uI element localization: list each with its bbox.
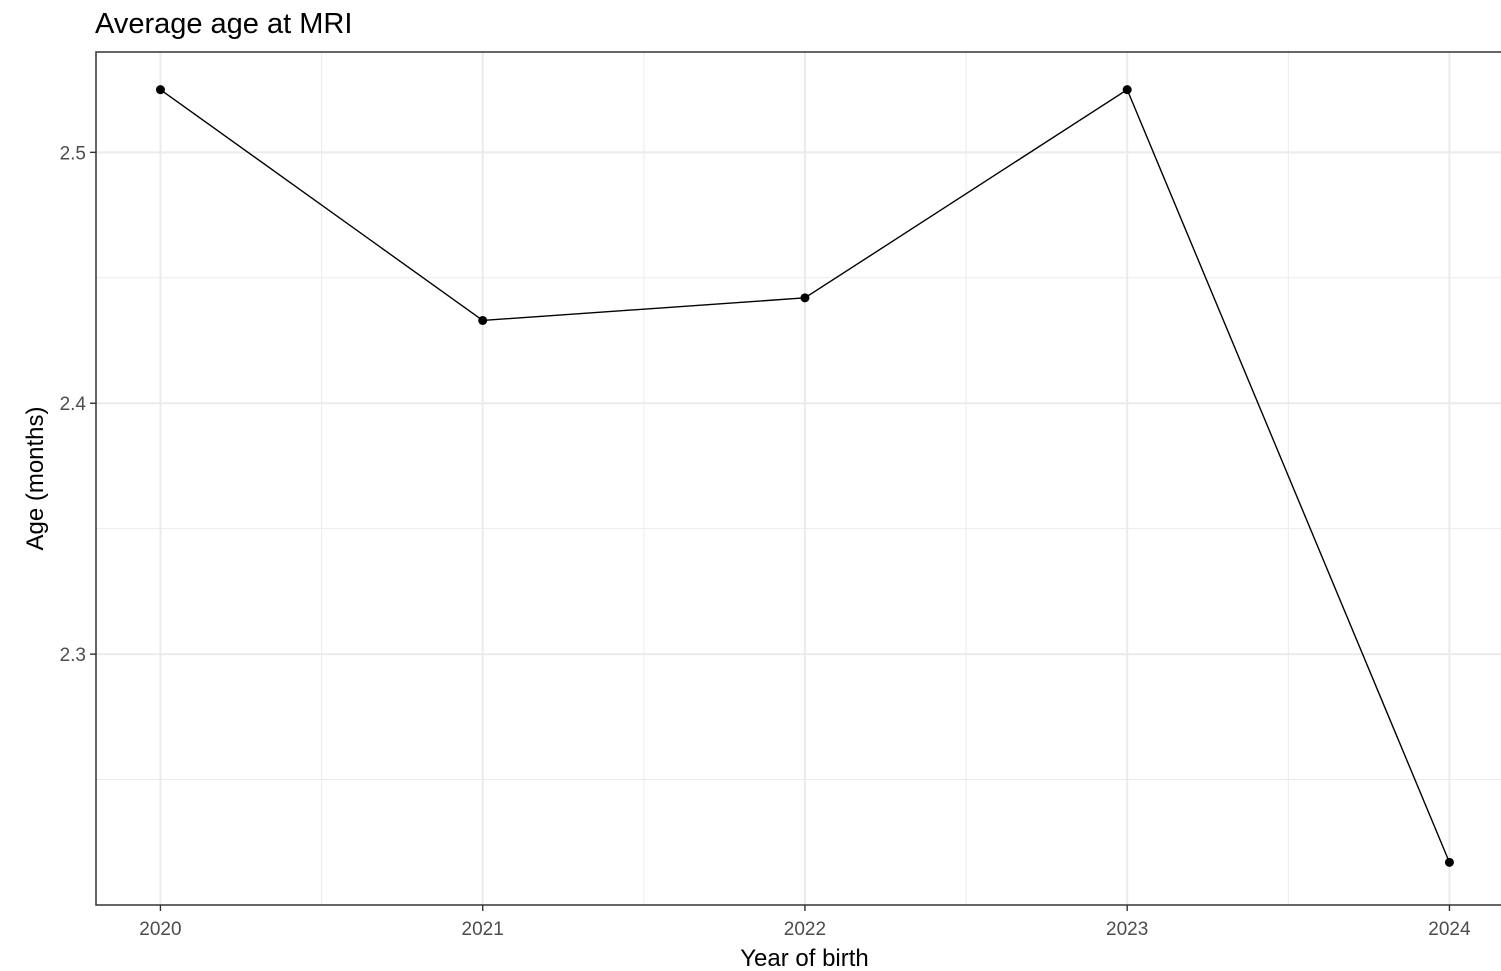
- data-point: [155, 85, 165, 95]
- y-tick-label: 2.4: [60, 394, 87, 415]
- data-point: [1122, 85, 1132, 95]
- data-point: [1444, 857, 1454, 867]
- x-tick-label: 2024: [1428, 919, 1471, 940]
- data-point: [800, 293, 810, 303]
- x-tick-label: 2021: [462, 919, 504, 940]
- chart-title: Average age at MRI: [95, 8, 352, 40]
- ticks-layer: 2020 2021 2022 2023 2024 2.3 2.4 2.5: [60, 143, 1471, 940]
- y-tick-label: 2.3: [60, 645, 86, 666]
- x-tick-label: 2020: [139, 919, 181, 940]
- x-tick-label: 2023: [1106, 919, 1148, 940]
- x-axis-title: Year of birth: [740, 945, 869, 971]
- y-tick-label: 2.5: [60, 143, 86, 164]
- y-axis-title: Age (months): [22, 406, 49, 550]
- data-point: [478, 315, 488, 325]
- x-tick-label: 2022: [784, 919, 826, 940]
- series-layer: [155, 85, 1454, 867]
- grid-layer: [96, 52, 1501, 905]
- panel-border: [95, 51, 1501, 906]
